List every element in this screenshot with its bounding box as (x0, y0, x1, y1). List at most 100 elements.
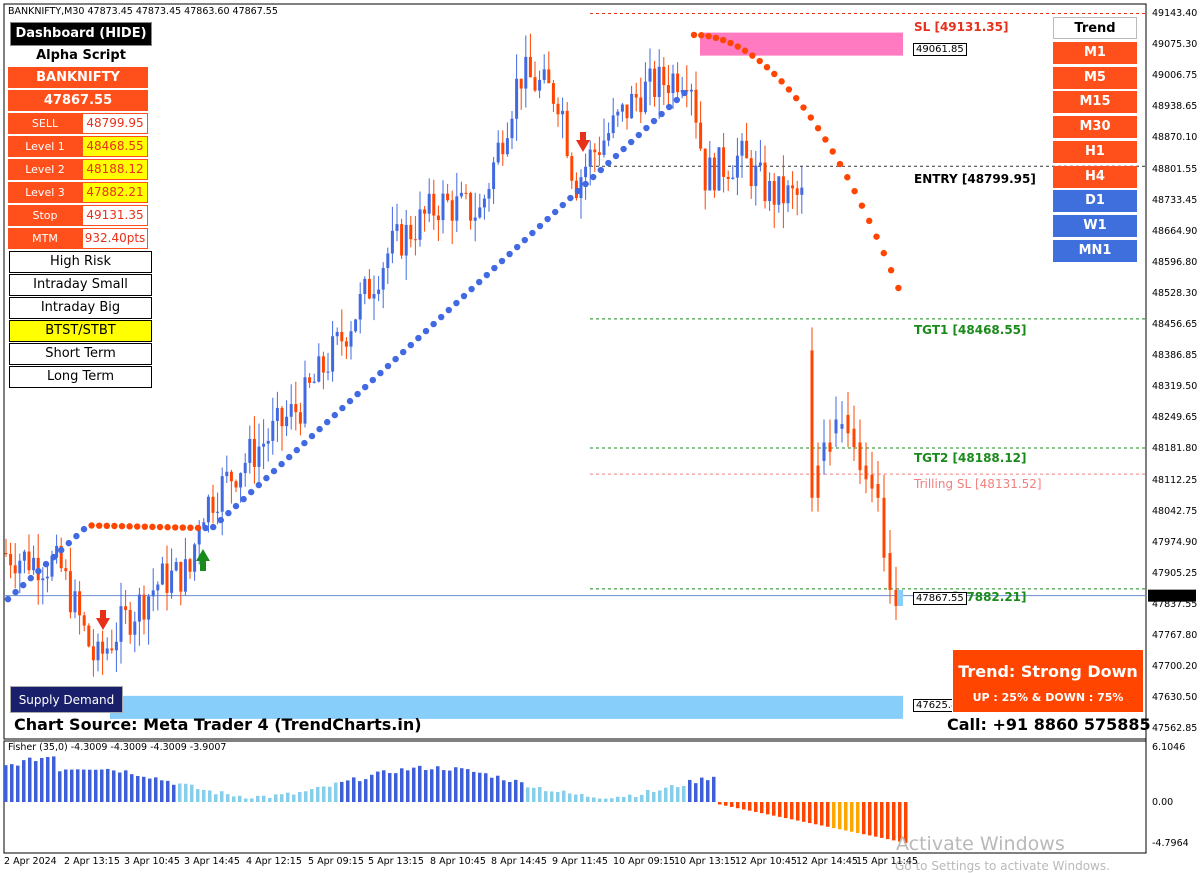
trend-dot (377, 369, 384, 377)
candle-body (749, 158, 753, 187)
trend-dot (35, 567, 42, 575)
fisher-bar (520, 782, 524, 802)
fisher-bar (76, 769, 80, 802)
trend-dot (240, 495, 247, 503)
candle-body (202, 522, 206, 528)
fisher-bar (394, 773, 398, 802)
trend-dot (514, 243, 521, 251)
trend-tf-m1[interactable]: M1 (1053, 42, 1137, 64)
candle-body (59, 545, 63, 569)
trend-panel-title: Trend (1053, 17, 1137, 39)
trend-dot (50, 553, 57, 561)
dashboard-hide-button[interactable]: Dashboard (HIDE) (10, 22, 152, 46)
fisher-bar (190, 784, 194, 802)
candle-body (308, 377, 312, 383)
candle-body (82, 615, 86, 626)
fisher-bar (604, 798, 608, 802)
fisher-bar (484, 773, 488, 802)
live-candle (897, 589, 903, 607)
trend-dot (392, 355, 399, 363)
mode-intraday-small[interactable]: Intraday Small (9, 274, 152, 296)
fisher-bar (736, 802, 740, 809)
candle-body (639, 97, 643, 113)
candle-body (708, 157, 712, 191)
trend-tf-mn1[interactable]: MN1 (1053, 239, 1137, 262)
candle-body (634, 93, 638, 98)
supply-demand-button[interactable]: Supply Demand (10, 686, 123, 713)
trend-dot (438, 313, 445, 321)
trend-tf-h4[interactable]: H4 (1053, 165, 1137, 188)
candle-body (852, 428, 856, 448)
mode-intraday-big[interactable]: Intraday Big (9, 297, 152, 319)
price-tick: 48733.45 (1152, 194, 1198, 206)
mode-high-risk[interactable]: High Risk (9, 251, 152, 273)
fisher-bar (772, 802, 776, 816)
fisher-bar (874, 802, 878, 837)
candle-body (377, 289, 381, 295)
price-tick: 47562.85 (1152, 723, 1198, 735)
fisher-bar (880, 802, 884, 838)
price-tick: 49143.40 (1152, 8, 1198, 19)
trend-dot (628, 138, 635, 146)
candle-body (271, 420, 275, 441)
tgt2-label: TGT2 [48188.12] (914, 451, 1027, 465)
trend-dot (705, 32, 712, 40)
trend-tf-m30[interactable]: M30 (1053, 116, 1137, 139)
trend-dot (217, 516, 224, 524)
fisher-bar (556, 792, 560, 802)
trend-dot (331, 411, 338, 419)
fisher-bar (754, 802, 758, 812)
trend-tf-h1[interactable]: H1 (1053, 140, 1137, 163)
fisher-bar (406, 770, 410, 802)
price-tick: 47974.90 (1152, 536, 1198, 548)
trend-tf-m15[interactable]: M15 (1053, 91, 1137, 114)
candle-body (584, 166, 588, 178)
trend-dot (866, 217, 873, 225)
trend-dot (73, 532, 80, 540)
fisher-bar (766, 802, 770, 815)
fisher-bar (508, 781, 512, 802)
chart-header: BANKNIFTY,M30 47873.45 47873.45 47863.60… (8, 6, 278, 17)
candle-body (745, 140, 749, 159)
trend-dot (4, 595, 12, 603)
fisher-bar (238, 795, 242, 802)
trend-dot (836, 160, 844, 168)
trend-dot (887, 267, 895, 274)
mode-btst-stbt[interactable]: BTST/STBT (9, 320, 152, 342)
date-tick: 8 Apr 10:45 (430, 856, 486, 867)
trend-dot (807, 114, 814, 121)
trend-dot (164, 524, 171, 531)
trend-tf-m5[interactable]: M5 (1053, 66, 1137, 89)
entry-label: ENTRY [48799.95] (914, 172, 1036, 186)
candle-body (894, 589, 898, 607)
trend-dot (232, 502, 240, 510)
candle-body (538, 79, 542, 91)
candle-body (671, 73, 675, 94)
fisher-bar (430, 769, 434, 802)
trend-dot (559, 201, 566, 209)
fisher-bar (622, 796, 626, 802)
candle-body (876, 483, 880, 498)
candle-body (473, 217, 477, 221)
date-tick: 10 Apr 09:15 (613, 856, 675, 867)
candle-body (699, 122, 703, 149)
fisher-bar (730, 802, 734, 807)
trend-tf-d1[interactable]: D1 (1053, 190, 1137, 213)
trend-dot (270, 467, 278, 475)
candle-body (501, 142, 505, 155)
fisher-bar (268, 797, 272, 802)
indicator-title: Fisher (35,0) -4.3009 -4.3009 -4.3009 -3… (8, 742, 227, 753)
candle-body (611, 115, 615, 134)
fisher-bar (574, 794, 578, 802)
fisher-bar (58, 771, 62, 802)
mode-short-term[interactable]: Short Term (9, 343, 152, 365)
candle-body (257, 446, 261, 467)
mode-long-term[interactable]: Long Term (9, 366, 152, 388)
fisher-bar (400, 768, 404, 802)
trend-dot (544, 215, 551, 223)
trend-tf-w1[interactable]: W1 (1053, 214, 1137, 237)
trend-dot (172, 524, 179, 531)
trend-dot (88, 522, 95, 529)
trend-dot (873, 233, 880, 240)
trend-dot (620, 145, 627, 153)
